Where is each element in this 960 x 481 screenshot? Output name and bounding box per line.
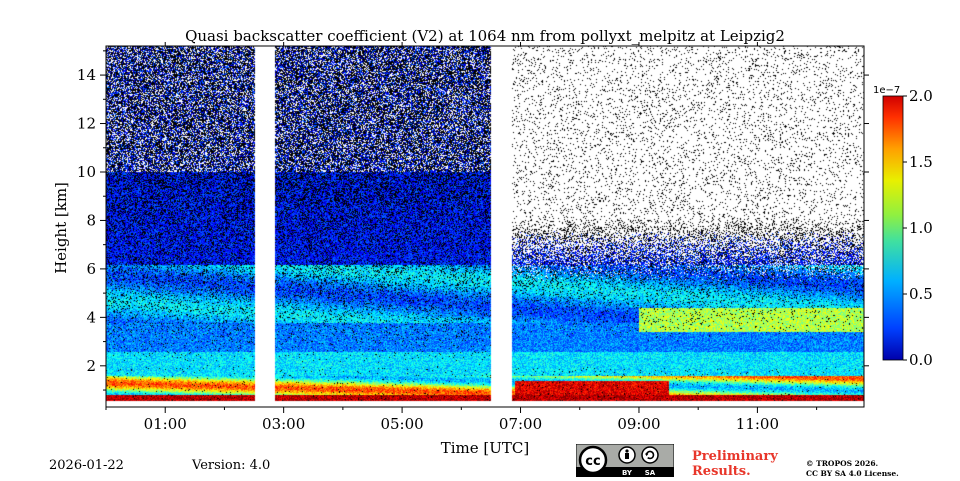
plot-frame <box>105 45 865 408</box>
version-label: Version: 4.0 <box>192 458 271 473</box>
copyright-note: © TROPOS 2026. CC BY SA 4.0 License. <box>806 459 899 479</box>
y-tick-label: 14 <box>77 66 96 84</box>
report-date: 2026-01-22 <box>49 458 124 473</box>
copyright-line2: CC BY SA 4.0 License. <box>806 469 899 478</box>
y-tick-label: 2 <box>86 357 96 375</box>
preliminary-line1: Preliminary <box>692 449 778 464</box>
chart-title: Quasi backscatter coefficient (V2) at 10… <box>185 27 785 45</box>
x-tick-label: 03:00 <box>262 415 305 433</box>
x-tick-label: 07:00 <box>499 415 542 433</box>
colorbar-exponent: 1e−7 <box>873 85 900 96</box>
y-axis-ticks: 2 4 6 8 10 12 14 <box>77 50 869 391</box>
colorbar-tick-label: 0.5 <box>909 285 933 303</box>
heatmap-image <box>106 46 864 407</box>
y-tick-label: 4 <box>86 308 96 326</box>
x-axis-ticks: 01:00 03:00 05:00 07:00 09:00 11:00 <box>105 42 818 433</box>
by-label: BY <box>622 469 633 477</box>
colorbar-tick-label: 1.0 <box>909 219 933 237</box>
x-tick-label: 09:00 <box>617 415 660 433</box>
y-tick-label: 10 <box>77 163 96 181</box>
x-tick-label: 11:00 <box>736 415 779 433</box>
y-tick-label: 12 <box>77 115 96 133</box>
sa-icon <box>641 446 659 464</box>
sa-label: SA <box>645 469 656 477</box>
colorbar <box>882 95 904 361</box>
cc-icon-text: cc <box>585 454 600 469</box>
x-tick-label: 01:00 <box>144 415 187 433</box>
cc-icon: cc <box>578 445 608 475</box>
colorbar-tick-label: 2.0 <box>909 87 933 105</box>
y-tick-label: 6 <box>86 260 96 278</box>
y-axis-label: Height [km] <box>52 182 70 274</box>
y-tick-label: 8 <box>86 211 96 229</box>
x-tick-label: 05:00 <box>380 415 423 433</box>
colorbar-ticks: 0.0 0.5 1.0 1.5 2.0 <box>903 87 933 369</box>
preliminary-note: Preliminary Results. <box>692 449 778 479</box>
preliminary-line2: Results. <box>692 464 751 479</box>
colorbar-tick-label: 0.0 <box>909 351 933 369</box>
x-axis-label: Time [UTC] <box>441 439 530 457</box>
colorbar-tick-label: 1.5 <box>909 153 933 171</box>
plot-area <box>105 45 865 408</box>
by-icon <box>618 446 636 464</box>
copyright-line1: © TROPOS 2026. <box>806 459 879 468</box>
cc-license-badge: cc BY SA <box>575 443 675 478</box>
